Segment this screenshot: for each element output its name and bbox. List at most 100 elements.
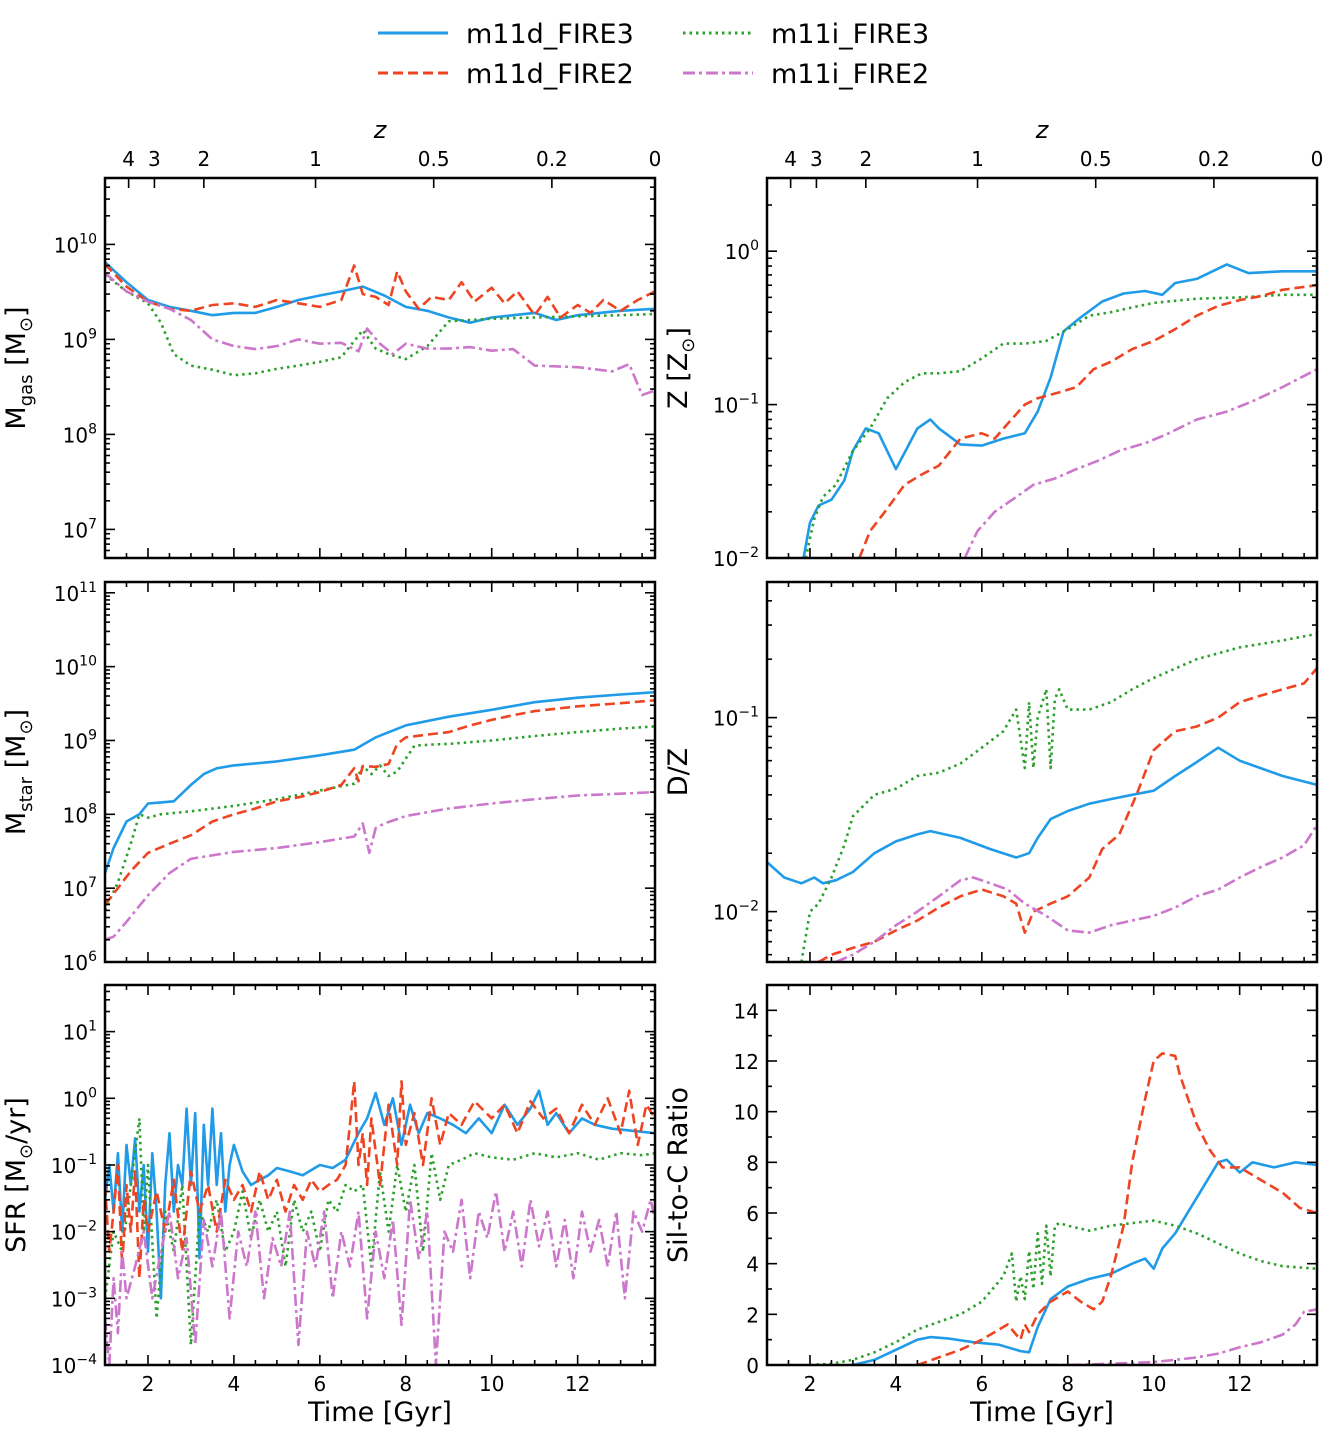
y-tick-label: 107 — [63, 875, 97, 901]
x-tick-label: 8 — [1061, 1372, 1074, 1396]
z-tick-label: 2 — [859, 147, 872, 171]
series-group — [105, 261, 655, 397]
z-tick-label: 3 — [810, 147, 823, 171]
x-ticks: 2 4 6 8 10 12 — [104, 985, 643, 1396]
y-tick-label: 107 — [63, 516, 97, 542]
x-tick-label: 2 — [142, 1372, 155, 1396]
series-m11d_FIRE2 — [817, 667, 1317, 962]
y-tick-label: 100 — [63, 1085, 97, 1111]
y-tick-label: 14 — [734, 999, 759, 1023]
y-ticks: 106 107 108 109 1010 1011 — [54, 580, 655, 975]
x-axis-label: Time [Gyr] — [969, 1397, 1114, 1428]
series-m11i_FIRE3 — [809, 1219, 1317, 1365]
z-axis: 4 3 2 1 0.5 0.2 0 z — [122, 116, 661, 188]
y-tick-label: 12 — [734, 1050, 759, 1074]
y-axis-label: SFR [M⊙​/yr] — [1, 1097, 37, 1253]
x-tick-label: 8 — [399, 1372, 412, 1396]
series-m11d_FIRE3 — [852, 1158, 1317, 1365]
x-ticks — [104, 548, 643, 558]
y-ticks: 0 2 4 6 8 10 12 14 — [734, 984, 1317, 1378]
y-tick-label: 10−2 — [713, 899, 759, 925]
series-group — [767, 632, 1317, 962]
y-tick-label: 1011 — [54, 580, 97, 606]
series-group — [802, 263, 1317, 558]
z-tick-label: 0 — [649, 147, 662, 171]
series-m11i_FIRE3 — [105, 725, 655, 911]
legend-label-m11i_FIRE2: m11i_FIRE2 — [771, 59, 929, 90]
series-m11d_FIRE2 — [105, 263, 655, 319]
y-tick-label: 1010 — [54, 654, 97, 680]
x-ticks — [766, 548, 1305, 558]
x-tick-label: 6 — [975, 1372, 988, 1396]
z-tick-label: 0.5 — [1080, 147, 1112, 171]
y-ticks: 10−4 10−3 10−2 10−1 100 101 — [51, 984, 655, 1378]
y-axis-label: Mgas​ [M⊙​] — [1, 306, 37, 429]
series-m11d_FIRE3 — [767, 746, 1317, 885]
series-group — [105, 1080, 655, 1365]
y-tick-label: 10−1 — [713, 392, 759, 418]
x-tick-label: 4 — [890, 1372, 903, 1396]
y-tick-label: 2 — [746, 1303, 759, 1327]
y-tick-label: 108 — [63, 801, 97, 827]
y-tick-label: 10−2 — [713, 545, 759, 571]
legend-label-m11d_FIRE2: m11d_FIRE2 — [466, 59, 634, 90]
series-m11i_FIRE3 — [105, 1117, 655, 1347]
plot-frame — [765, 176, 1319, 560]
x-tick-label: 4 — [228, 1372, 241, 1396]
y-tick-label: 1010 — [54, 231, 97, 257]
x-ticks — [766, 582, 1305, 962]
z-tick-label: 0 — [1311, 147, 1324, 171]
y-ticks: 10−2 10−1 — [713, 581, 1317, 956]
x-tick-label: 10 — [1141, 1372, 1166, 1396]
y-tick-label: 106 — [63, 949, 97, 975]
y-tick-label: 100 — [725, 238, 759, 264]
y-tick-label: 10−1 — [51, 1152, 97, 1178]
y-tick-label: 101 — [63, 1019, 97, 1045]
y-axis-label: Mstar​ [M⊙​] — [1, 709, 37, 835]
x-tick-label: 12 — [565, 1372, 590, 1396]
z-tick-label: 1 — [309, 147, 322, 171]
series-m11i_FIRE3 — [105, 273, 655, 377]
plot-frame — [765, 983, 1319, 1367]
y-tick-label: 4 — [746, 1253, 759, 1277]
y-ticks: 107 108 109 1010 — [54, 177, 655, 559]
series-m11d_FIRE2 — [916, 1052, 1317, 1365]
panel-sfr: 2 4 6 8 10 12 Time [Gyr] 10−4 10−3 10−2 10−1 100 101… — [1, 983, 657, 1428]
z-tick-label: 4 — [122, 147, 135, 171]
y-tick-label: 8 — [746, 1151, 759, 1175]
x-ticks — [104, 582, 643, 962]
y-tick-label: 10−4 — [51, 1352, 97, 1378]
series-m11i_FIRE2 — [105, 790, 655, 942]
z-tick-label: 1 — [971, 147, 984, 171]
y-tick-label: 0 — [746, 1354, 759, 1378]
series-m11i_FIRE2 — [105, 272, 655, 397]
series-m11d_FIRE3 — [105, 261, 655, 325]
x-tick-label: 6 — [313, 1372, 326, 1396]
panel-mstar: 106 107 108 109 1010 1011 Mstar​ [M⊙​] — [1, 580, 657, 975]
series-m11d_FIRE2 — [105, 1080, 655, 1280]
y-axis-label: D/Z — [663, 748, 694, 796]
y-tick-label: 108 — [63, 421, 97, 447]
panel-silc: 2 4 6 8 10 12 Time [Gyr] 0 2 4 6 8 10 12 14 Sil-to-C Ra… — [663, 983, 1319, 1428]
series-m11i_FIRE2 — [1046, 1308, 1317, 1365]
z-axis-label: z — [1035, 116, 1050, 144]
series-m11d_FIRE3 — [802, 263, 1317, 558]
series-m11i_FIRE2 — [105, 1190, 655, 1365]
series-group — [809, 1052, 1317, 1365]
panel-dz: 10−2 10−1 D/Z — [663, 580, 1319, 964]
z-axis: 4 3 2 1 0.5 0.2 0 z — [784, 116, 1323, 188]
series-group — [105, 690, 655, 942]
y-tick-label: 10−3 — [51, 1285, 97, 1311]
series-m11i_FIRE3 — [800, 632, 1317, 962]
legend-label-m11i_FIRE3: m11i_FIRE3 — [771, 19, 929, 50]
y-tick-label: 6 — [746, 1202, 759, 1226]
series-m11d_FIRE3 — [105, 690, 655, 874]
x-ticks: 2 4 6 8 10 12 — [766, 985, 1305, 1396]
panel-z: 43 2 1 0.5 0.2 0 z 10−2 10−1 100 Z [Z⊙​] — [663, 116, 1323, 571]
panel-mgas: 43 2 1 0.5 0.2 0 z 107 108 109 1010 Mgas​ [M⊙​] — [1, 116, 661, 560]
x-tick-label: 10 — [479, 1372, 504, 1396]
y-tick-label: 10 — [734, 1101, 759, 1125]
y-ticks: 10−2 10−1 100 — [713, 177, 1317, 571]
plot-frame — [103, 580, 657, 964]
series-m11i_FIRE2 — [963, 368, 1317, 558]
